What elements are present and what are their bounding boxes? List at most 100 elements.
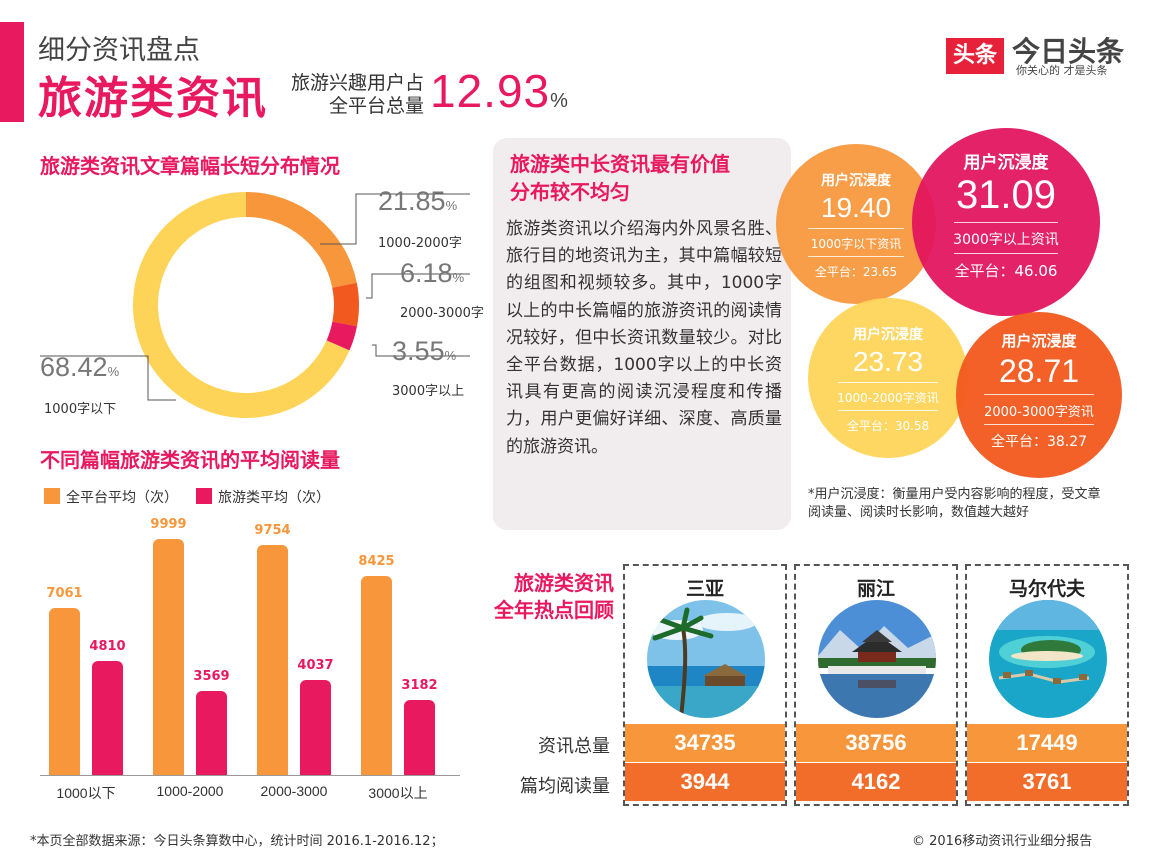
bubble-1000-2000: 用户沉浸度 23.73 1000-2000字资讯 全平台：30.58: [808, 298, 968, 458]
bar-travel-1: [196, 690, 227, 775]
bubble-divider: [838, 382, 938, 383]
share-label-line1: 旅游兴趣用户占: [290, 72, 424, 94]
bubble-platform: 全平台：30.58: [846, 419, 930, 433]
donut-category-1000-2000: 1000-2000字: [378, 236, 462, 251]
bubble-value: 31.09: [955, 173, 1057, 217]
bar-travel-2: [300, 679, 331, 775]
bar-category-label: 1000-2000: [156, 783, 224, 799]
info-box-title-line1: 旅游类中长资讯最有价值: [510, 152, 730, 176]
bubble-value: 23.73: [852, 346, 924, 377]
bubble-divider: [984, 424, 1094, 425]
info-box: [493, 138, 791, 530]
donut-percent-value: 21.85: [378, 186, 446, 216]
donut-slice-1000-2000: [246, 192, 357, 288]
donut-percent-value: 68.42: [40, 352, 108, 382]
bar-value-label: 7061: [46, 586, 83, 602]
donut-chart: [40, 192, 470, 418]
bar-value-label: 3182: [401, 677, 438, 693]
bubble-2000-3000: 用户沉浸度 28.71 2000-3000字资讯 全平台：38.27: [956, 312, 1122, 478]
bubble-category: 2000-3000字资讯: [984, 405, 1094, 420]
bubble-label: 用户沉浸度: [853, 327, 923, 343]
bubble-divider: [808, 228, 904, 229]
donut-title: 旅游类资讯文章篇幅长短分布情况: [40, 154, 340, 178]
bar-platform-2: [257, 544, 288, 775]
bubble-divider: [838, 410, 938, 411]
info-box-body: 旅游类资讯以介绍海内外风景名胜、旅行目的地资讯为主，其中篇幅较短的组图和视频较多…: [506, 219, 782, 457]
share-number: 12.93: [430, 65, 551, 117]
destination-card-maldives: 马尔代夫: [965, 564, 1129, 806]
donut-slice-over-3000: [326, 321, 357, 351]
donut-leader-1000-2000: [320, 193, 470, 245]
lijiang-avg-cell: 4162: [796, 763, 956, 801]
bubble-label: 用户沉浸度: [963, 153, 1049, 173]
share-value: 12.93%: [430, 64, 569, 118]
maldives-island-photo: [989, 600, 1107, 718]
bubble-over-3000: 用户沉浸度 31.09 3000字以上资讯 全平台：46.06: [912, 128, 1100, 316]
lijiang-total-cell: 38756: [796, 724, 956, 762]
bubble-label: 用户沉浸度: [821, 173, 891, 189]
immersion-note: *用户沉浸度：衡量用户受内容影响的程度，受文章阅读量、阅读时长影响，数值越大越好: [808, 487, 1101, 520]
bar-value-label: 8425: [358, 554, 395, 570]
bar-value-label: 3569: [193, 668, 230, 684]
donut-leader-lines: [40, 193, 470, 401]
bar-value-label: 4810: [89, 639, 126, 655]
bubble-platform: 全平台：23.65: [814, 265, 898, 279]
page-subtitle: 细分资讯盘点: [38, 35, 200, 66]
bubble-under-1000: 用户沉浸度 19.40 1000字以下资讯 全平台：23.65: [776, 144, 936, 304]
bar-category-label: 2000-3000: [260, 783, 328, 799]
bubble-divider: [984, 394, 1094, 395]
donut-slices: [132, 192, 359, 418]
bar-value-label: 9754: [254, 522, 291, 538]
bubble-category: 3000字以上资讯: [953, 232, 1059, 248]
info-box-title: 旅游类中长资讯最有价值 分布较不均匀: [510, 150, 780, 206]
donut-percent-value: 6.18: [400, 258, 453, 288]
donut-percent-unit: %: [452, 270, 465, 285]
bar-platform-3: [361, 576, 392, 775]
bar-value-label: 4037: [297, 657, 334, 673]
bubble-value: 19.40: [820, 192, 892, 223]
bubble-category: 1000-2000字资讯: [837, 391, 939, 405]
bubble-value: 28.71: [998, 353, 1080, 389]
legend-swatch-travel: [196, 488, 212, 504]
donut-percent-2000-3000: 6.18%: [400, 258, 464, 289]
row-label-total: 资讯总量: [538, 736, 610, 757]
share-label-line2: 全平台总量: [328, 95, 424, 117]
donut-leader-2000-3000: [366, 273, 470, 299]
bar-axis-line: [40, 775, 460, 776]
destination-name: 三亚: [685, 578, 724, 600]
bar-travel-3: [404, 699, 435, 775]
toutiao-logo-icon: 头条: [946, 38, 1004, 74]
donut-percent-1000-2000: 21.85%: [378, 186, 457, 217]
share-label: 旅游兴趣用户占 全平台总量: [282, 72, 424, 118]
maldives-avg-cell: 3761: [967, 763, 1127, 801]
donut-leader-under-1000: [40, 355, 176, 401]
data-source-footnote: *本页全部数据来源：今日头条算数中心，统计时间 2016.1-2016.12；: [30, 834, 444, 849]
page-title: 旅游类资讯: [38, 73, 268, 124]
bubble-platform: 全平台：38.27: [990, 434, 1088, 450]
bubble-category: 1000字以下资讯: [810, 237, 902, 251]
donut-slice-2000-3000: [332, 282, 359, 327]
donut-percent-unit: %: [107, 364, 120, 379]
donut-category-over-3000: 3000字以上: [392, 384, 465, 399]
bubble-label: 用户沉浸度: [1001, 332, 1077, 350]
legend-swatch-platform: [44, 488, 60, 504]
share-unit: %: [550, 90, 569, 112]
bubble-platform: 全平台：46.06: [954, 262, 1058, 280]
logo-name: 今日头条: [1012, 35, 1125, 68]
donut-category-2000-3000: 2000-3000字: [400, 306, 484, 321]
sanya-total-cell: 34735: [625, 724, 785, 762]
sanya-avg-cell: 3944: [625, 763, 785, 801]
bar-chart-title: 不同篇幅旅游类资讯的平均阅读量: [40, 448, 340, 472]
info-box-title-line2: 分布较不均匀: [510, 180, 630, 204]
legend-label-platform: 全平台平均（次）: [66, 490, 178, 506]
donut-category-under-1000: 1000字以下: [44, 402, 117, 417]
row-label-avg: 篇均阅读量: [520, 776, 610, 797]
lijiang-pavilion-photo: [818, 600, 936, 718]
accent-bar: [0, 22, 24, 122]
donut-percent-value: 3.55: [392, 336, 445, 366]
hotspots-title: 旅游类资讯 全年热点回顾: [478, 570, 614, 624]
copyright: © 2016移动资讯行业细分报告: [912, 834, 1093, 849]
bar-value-label: 9999: [150, 517, 187, 533]
maldives-total-cell: 17449: [967, 724, 1127, 762]
donut-percent-unit: %: [444, 348, 457, 363]
